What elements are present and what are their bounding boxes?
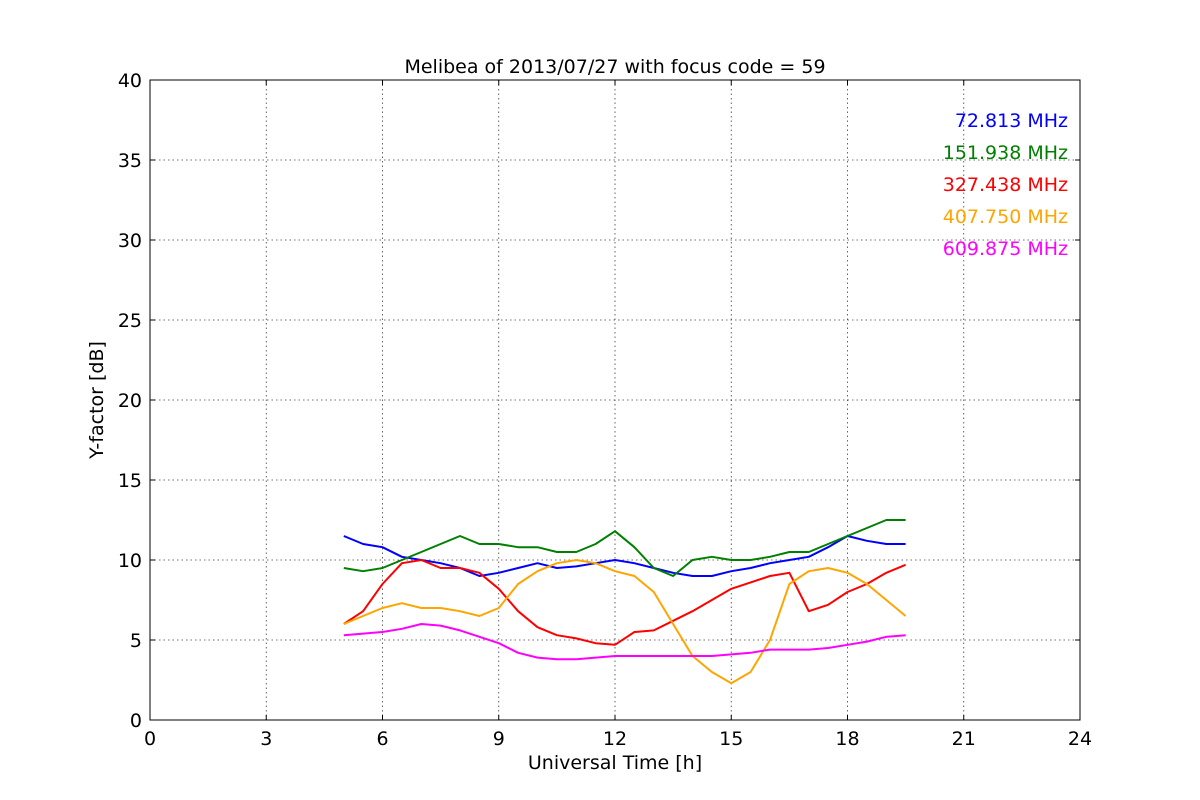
grid-layer bbox=[150, 80, 1080, 720]
legend-entry-151-938-mhz: 151.938 MHz bbox=[943, 142, 1068, 164]
legend-entry-407-750-mhz: 407.750 MHz bbox=[943, 206, 1068, 228]
series-line-407-750-mhz bbox=[343, 559, 907, 685]
chart-title: Melibea of 2013/07/27 with focus code = … bbox=[404, 56, 825, 78]
y-tick-label: 20 bbox=[118, 390, 142, 412]
legend-entry-72-813-mhz: 72.813 MHz bbox=[955, 110, 1068, 132]
legend-entry-327-438-mhz: 327.438 MHz bbox=[943, 174, 1068, 196]
y-tick-label: 5 bbox=[130, 630, 142, 652]
x-tick-label: 24 bbox=[1068, 728, 1092, 750]
legend-entry-609-875-mhz: 609.875 MHz bbox=[943, 238, 1068, 260]
series-line-327-438-mhz bbox=[343, 559, 906, 646]
y-axis-label: Y-factor [dB] bbox=[86, 341, 108, 460]
legend: 72.813 MHz 151.938 MHz 327.438 MHz 407.750 … bbox=[943, 110, 1068, 260]
y-tick-label: 15 bbox=[118, 470, 142, 492]
y-tick-label: 0 bbox=[130, 710, 142, 732]
x-tick-label: 6 bbox=[376, 728, 388, 750]
x-axis: 0 3 6 9 12 15 18 21 24 bbox=[144, 80, 1092, 750]
x-tick-label: 18 bbox=[835, 728, 859, 750]
x-tick-label: 3 bbox=[260, 728, 272, 750]
x-tick-label: 0 bbox=[144, 728, 156, 750]
x-tick-label: 15 bbox=[719, 728, 743, 750]
series-layer bbox=[343, 519, 907, 685]
y-tick-label: 35 bbox=[118, 150, 142, 172]
y-tick-label: 30 bbox=[118, 230, 142, 252]
series-line-72-813-mhz bbox=[343, 535, 906, 577]
y-axis: 0 5 10 15 20 25 30 35 40 bbox=[118, 70, 1080, 732]
x-tick-label: 12 bbox=[603, 728, 627, 750]
x-tick-label: 9 bbox=[493, 728, 505, 750]
series-line-609-875-mhz bbox=[343, 623, 906, 661]
y-tick-label: 40 bbox=[118, 70, 142, 92]
series-line-151-938-mhz bbox=[343, 519, 906, 577]
y-tick-label: 10 bbox=[118, 550, 142, 572]
x-tick-label: 21 bbox=[952, 728, 976, 750]
x-axis-label: Universal Time [h] bbox=[528, 752, 702, 774]
y-tick-label: 25 bbox=[118, 310, 142, 332]
